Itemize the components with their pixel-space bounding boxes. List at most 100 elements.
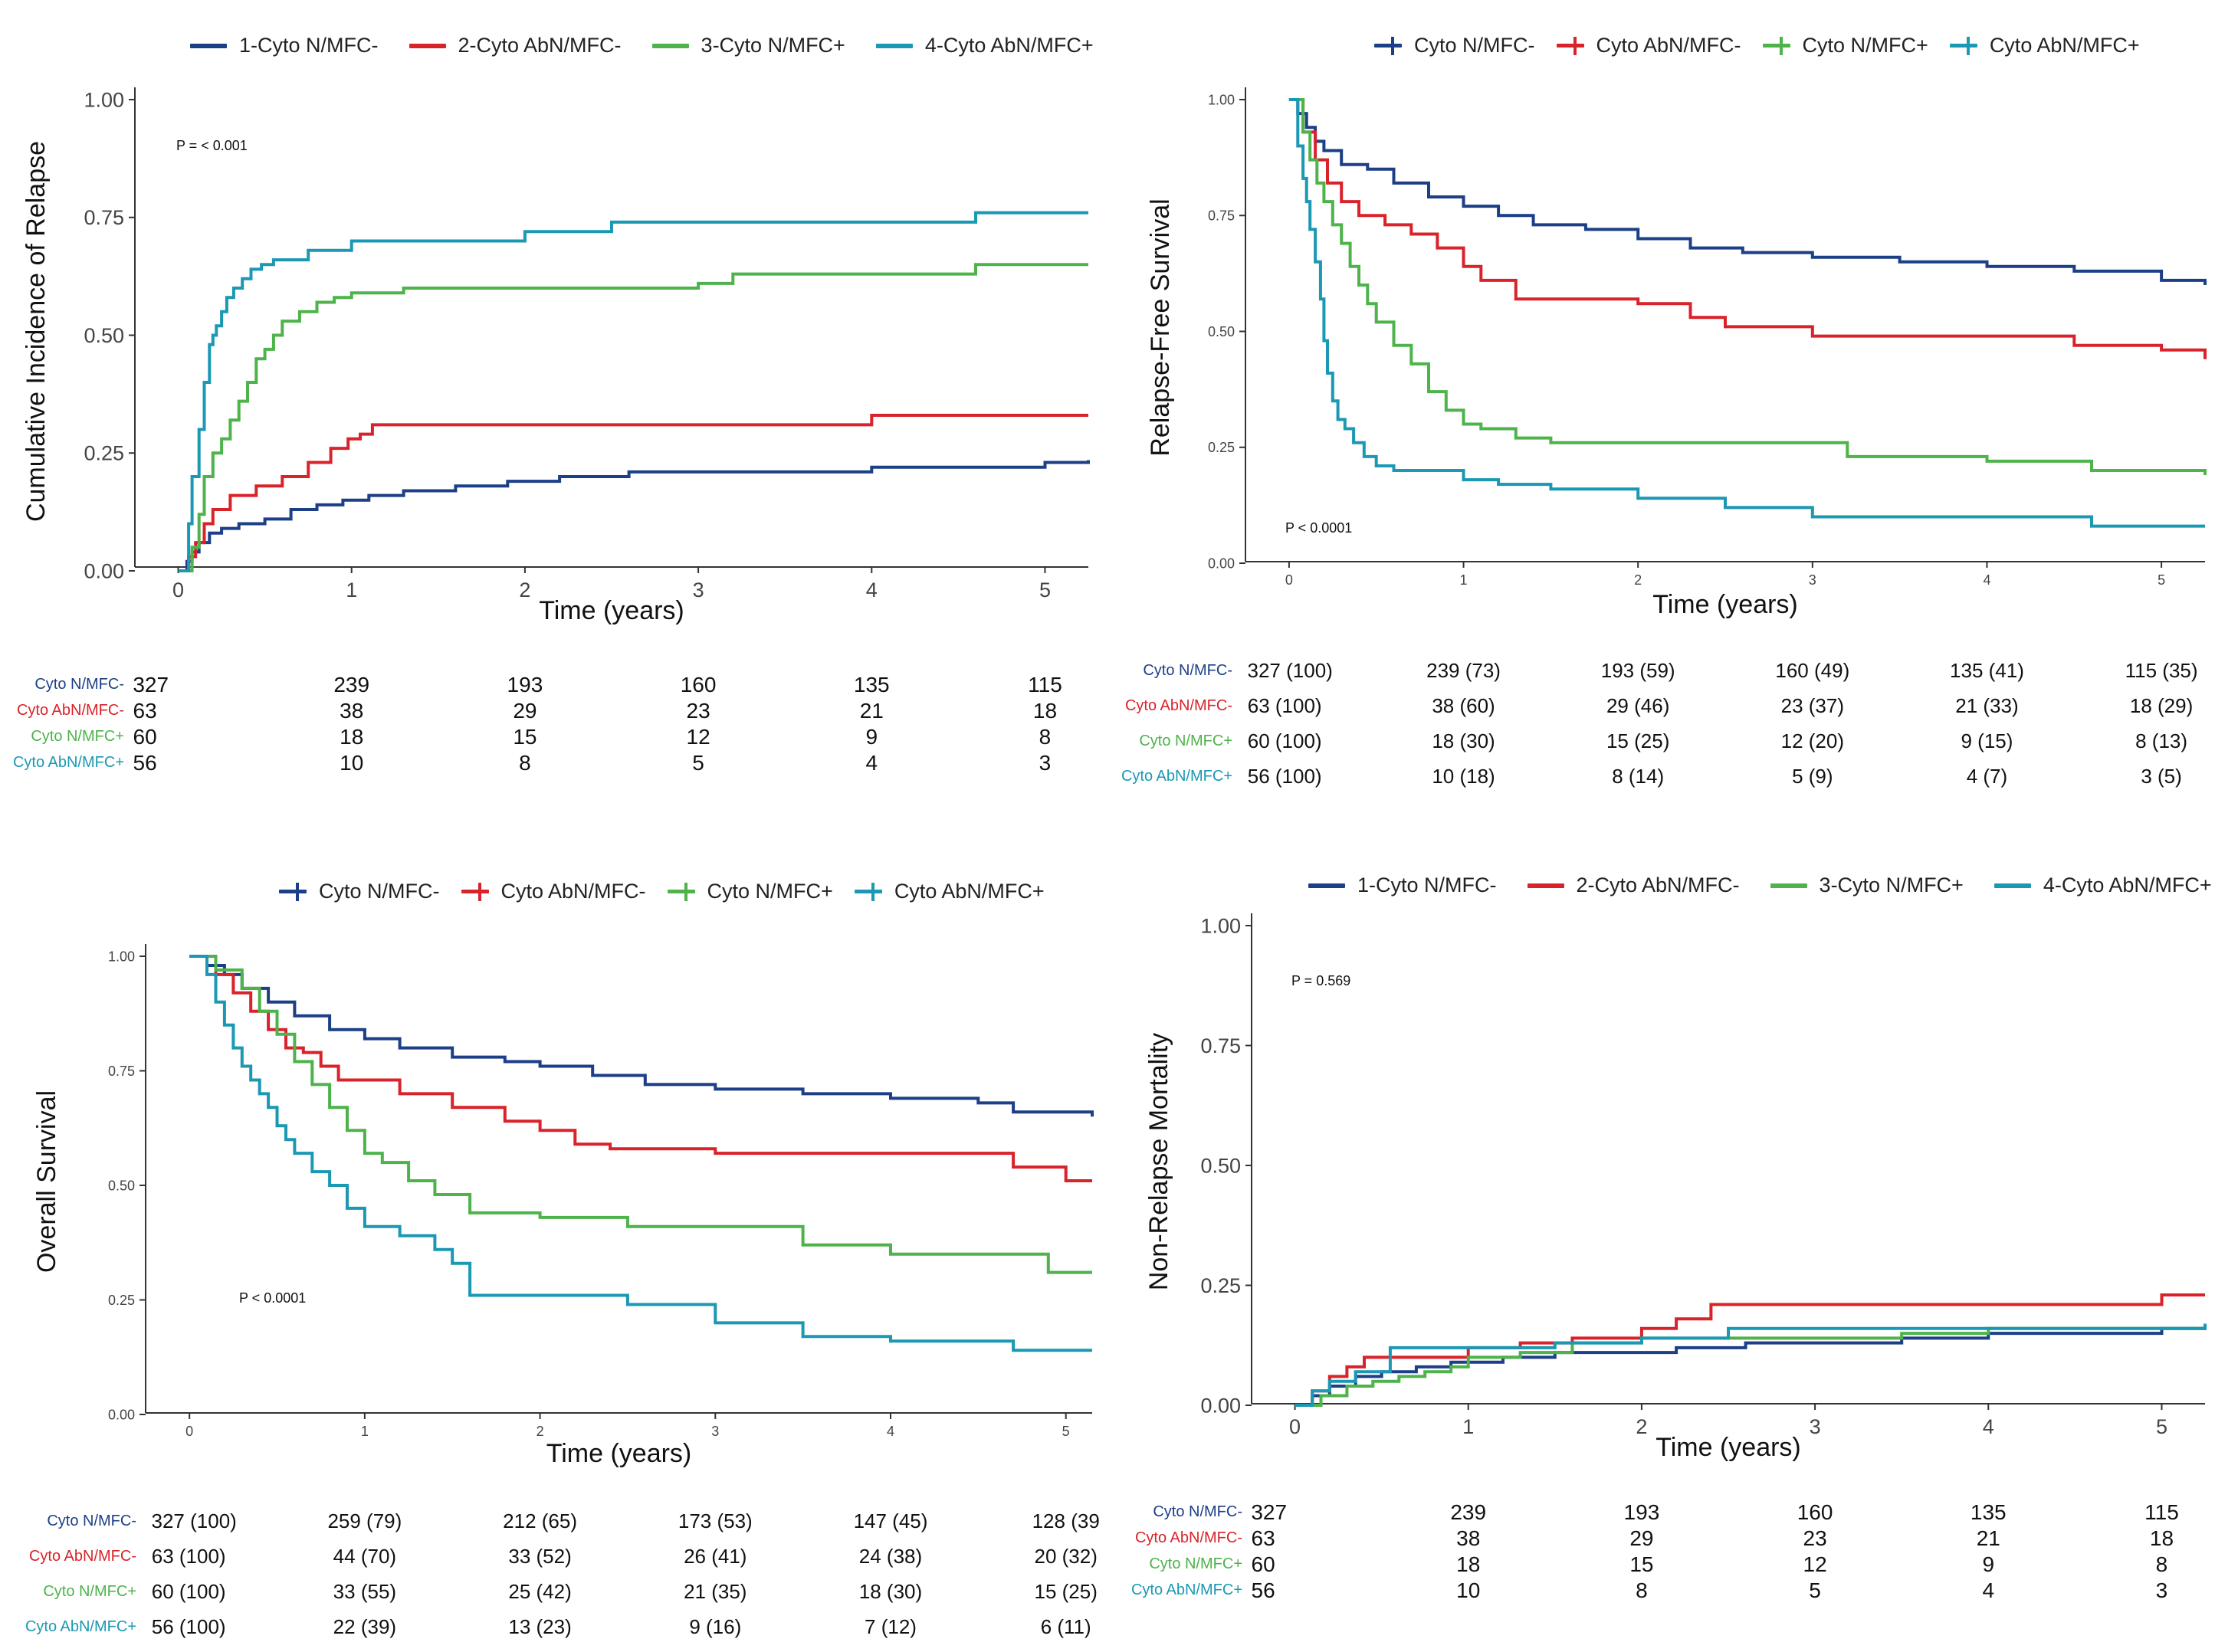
risk-cell: 135 (41) xyxy=(1950,659,2024,682)
risk-cell: 115 (35) xyxy=(2125,659,2198,682)
legend-item: Cyto AbN/MFC- xyxy=(461,880,646,903)
risk-cell: 327 xyxy=(1251,1500,1288,1524)
risk-cell: 29 xyxy=(1629,1526,1654,1550)
legend-item: Cyto AbN/MFC+ xyxy=(854,880,1045,903)
risk-cell: 327 (100) xyxy=(151,1509,237,1532)
legend-cross-icon xyxy=(1762,37,1790,55)
legend: Cyto N/MFC- Cyto AbN/MFC- Cyto N/MFC+ Cy… xyxy=(1374,34,2161,57)
risk-cell: 7 (12) xyxy=(865,1615,917,1638)
risk-cell: 193 xyxy=(1623,1500,1660,1524)
panel-nrm: 1-Cyto N/MFC- 2-Cyto AbN/MFC- 3-Cyto N/M… xyxy=(1108,826,2215,1652)
risk-cell: 18 (30) xyxy=(1432,729,1495,752)
risk-row-label: Cyto AbN/MFC+ xyxy=(1121,768,1232,785)
legend-label: Cyto N/MFC+ xyxy=(707,880,833,903)
risk-cell: 3 xyxy=(1039,751,1052,775)
risk-row-label: Cyto AbN/MFC- xyxy=(28,1548,136,1565)
legend-line-icon xyxy=(1308,883,1345,888)
chart-nrm: 0.00 0.25 0.50 0.75 1.00 0 1 2 3 4 5 Time (years) No… xyxy=(1144,913,2207,1462)
legend-item: 3-Cyto N/MFC+ xyxy=(651,34,845,57)
legend-line-icon xyxy=(875,43,913,48)
risk-cell: 193 xyxy=(507,673,543,697)
risk-cell: 4 xyxy=(1982,1578,1995,1602)
series-line-1 xyxy=(178,460,1090,572)
risk-cell: 23 (37) xyxy=(1780,694,1845,717)
x-axis-label: Time (years) xyxy=(1652,590,1798,619)
risk-cell: 135 xyxy=(853,673,890,697)
p-value-annotation: P < 0.0001 xyxy=(239,1290,306,1306)
risk-cell: 327 (100) xyxy=(1247,659,1333,682)
risk-cell: 12 (20) xyxy=(1780,729,1845,752)
risk-row-label: Cyto N/MFC- xyxy=(1153,1503,1242,1520)
risk-table-os: Cyto N/MFC- 327 (100) 259 (79) 212 (65) 173 … xyxy=(0,1493,1108,1646)
risk-row-label: Cyto N/MFC- xyxy=(47,1513,136,1529)
risk-cell: 5 (9) xyxy=(1792,765,1833,788)
risk-cell: 9 xyxy=(1982,1552,1995,1576)
x-tick-label: 1 xyxy=(346,579,357,601)
y-tick-label: 0.25 xyxy=(1208,440,1235,455)
y-tick-label: 0.00 xyxy=(84,559,124,582)
legend-label: 1-Cyto N/MFC- xyxy=(239,34,379,57)
risk-cell: 56 (100) xyxy=(151,1615,226,1638)
risk-cell: 18 xyxy=(2149,1526,2174,1550)
risk-row-label: Cyto N/MFC- xyxy=(1143,662,1232,679)
p-value-annotation: P < 0.0001 xyxy=(1285,520,1352,536)
risk-cell: 15 (25) xyxy=(1606,729,1670,752)
risk-cell: 9 (16) xyxy=(689,1615,742,1638)
risk-cell: 44 (70) xyxy=(333,1545,397,1568)
x-tick-label: 4 xyxy=(1983,572,1990,588)
risk-cell: 63 xyxy=(1251,1526,1275,1550)
x-axis-label: Time (years) xyxy=(1656,1433,1801,1462)
y-tick-label: 0.50 xyxy=(108,1178,135,1193)
x-tick-label: 3 xyxy=(1809,572,1816,588)
x-tick-label: 2 xyxy=(1636,1415,1647,1438)
legend-cross-icon xyxy=(1949,37,1977,55)
risk-cell: 8 xyxy=(1039,725,1052,749)
risk-cell: 23 xyxy=(1803,1526,1827,1550)
risk-cell: 3 xyxy=(2155,1578,2168,1602)
risk-cell: 8 (13) xyxy=(2135,729,2188,752)
series-line-1 xyxy=(189,955,1094,1117)
x-tick-label: 3 xyxy=(711,1424,719,1439)
risk-cell: 147 (45) xyxy=(853,1509,928,1532)
risk-cell: 63 (100) xyxy=(1247,694,1322,717)
risk-cell: 135 xyxy=(1970,1500,2007,1524)
x-tick-label: 2 xyxy=(537,1424,544,1439)
panel-rfs: Cyto N/MFC- Cyto AbN/MFC- Cyto N/MFC+ Cy… xyxy=(1108,0,2215,826)
legend: 1-Cyto N/MFC- 2-Cyto AbN/MFC- 3-Cyto N/M… xyxy=(1308,874,2215,897)
legend-line-icon xyxy=(1994,883,2031,888)
legend-label: Cyto AbN/MFC- xyxy=(1596,34,1741,57)
legend-label: 2-Cyto AbN/MFC- xyxy=(458,34,622,57)
risk-cell: 18 xyxy=(1456,1552,1481,1576)
risk-cell: 25 (42) xyxy=(508,1580,572,1603)
series-line-4 xyxy=(1295,1323,2207,1407)
legend-label: Cyto AbN/MFC- xyxy=(500,880,646,903)
risk-cell: 56 xyxy=(133,751,157,775)
risk-table-nrm: Cyto N/MFC- 327 239 193 160 135 115 Cyto AbN/MF… xyxy=(1108,1493,2215,1615)
y-tick-label: 0.25 xyxy=(84,442,124,465)
x-tick-label: 4 xyxy=(866,579,878,601)
p-value-annotation: P = < 0.001 xyxy=(176,138,248,153)
risk-row-label: Cyto N/MFC- xyxy=(34,676,124,693)
series-line-4 xyxy=(178,211,1088,572)
risk-cell: 60 (100) xyxy=(1247,729,1322,752)
series-line-2 xyxy=(1295,1293,2205,1407)
risk-cell: 23 xyxy=(686,699,710,723)
y-tick-label: 1.00 xyxy=(1208,92,1235,107)
legend-item: 3-Cyto N/MFC+ xyxy=(1770,874,1964,897)
series-line-4 xyxy=(1288,98,2205,528)
legend-item: 2-Cyto AbN/MFC- xyxy=(409,34,622,57)
y-tick-label: 0.75 xyxy=(1200,1034,1241,1057)
legend-label: 3-Cyto N/MFC+ xyxy=(701,34,845,57)
y-tick-label: 1.00 xyxy=(108,949,135,964)
legend-line-icon xyxy=(1770,883,1807,888)
risk-cell: 239 xyxy=(1450,1500,1487,1524)
risk-cell: 3 (5) xyxy=(2141,765,2182,788)
risk-table-rfs: Cyto N/MFC- 327 (100) 239 (73) 193 (59) 160 … xyxy=(1108,644,2215,797)
legend-label: 1-Cyto N/MFC- xyxy=(1357,874,1497,896)
risk-cell: 29 xyxy=(513,699,537,723)
x-tick-label: 0 xyxy=(172,579,184,601)
risk-cell: 18 xyxy=(340,725,364,749)
panel-os: Cyto N/MFC- Cyto AbN/MFC- Cyto N/MFC+ Cy… xyxy=(0,826,1108,1652)
legend-label: 4-Cyto AbN/MFC+ xyxy=(924,34,1094,57)
risk-cell: 10 xyxy=(1456,1578,1481,1602)
